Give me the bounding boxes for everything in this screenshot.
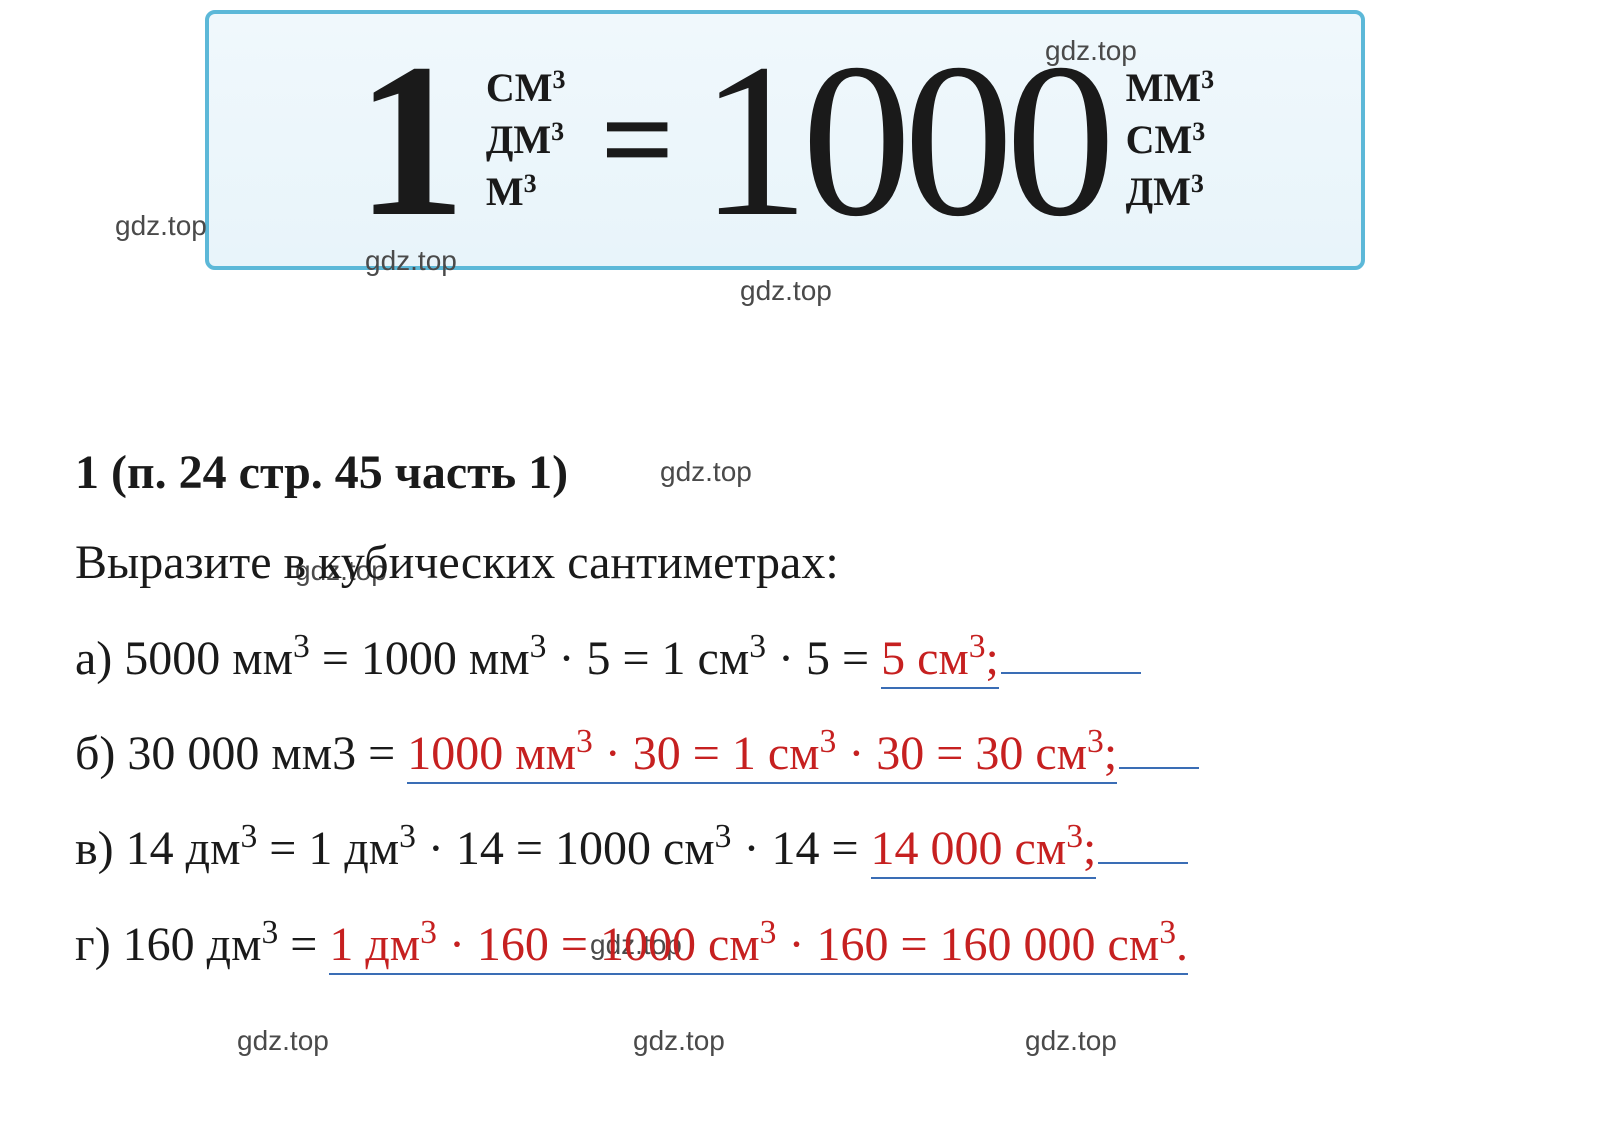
line-b-label: б) 30 000 мм3 = — [75, 727, 407, 780]
unit-dm3-left: ДМ3 — [486, 118, 566, 162]
line-b-answer: 1000 мм3 · 30 = 1 см3 · 30 = 30 см3; — [407, 727, 1117, 784]
watermark-9: gdz.top — [1025, 1025, 1117, 1057]
line-d-label: г) 160 дм3 = — [75, 918, 329, 971]
trailing-line-b — [1119, 767, 1199, 769]
problem-header-text: 1 (п. 24 стр. 45 часть 1) — [75, 446, 568, 499]
problem-line-b: б) 30 000 мм3 = 1000 мм3 · 30 = 1 см3 · … — [75, 720, 1525, 787]
trailing-line-c — [1098, 862, 1188, 864]
formula-equals: = — [601, 65, 675, 215]
line-c-label: в) 14 дм3 = 1 дм3 · 14 = 1000 см3 · 14 = — [75, 822, 871, 875]
problem-line-a: а) 5000 мм3 = 1000 мм3 · 5 = 1 см3 · 5 =… — [75, 625, 1525, 692]
left-units-stack: СМ3 ДМ3 М3 — [486, 66, 566, 214]
unit-dm3-right: ДМ3 — [1126, 170, 1215, 214]
formula-one: 1 — [356, 30, 466, 250]
trailing-line-a — [1001, 672, 1141, 674]
watermark-7: gdz.top — [237, 1025, 329, 1057]
line-c-answer: 14 000 см3; — [871, 822, 1097, 879]
watermark-2: gdz.top — [365, 245, 457, 277]
formula-box: 1 СМ3 ДМ3 М3 = 1000 ММ3 СМ3 ДМ3 — [205, 10, 1365, 270]
watermark-0: gdz.top — [1045, 35, 1137, 67]
watermark-1: gdz.top — [115, 210, 207, 242]
watermark-3: gdz.top — [740, 275, 832, 307]
problem-header: 1 (п. 24 стр. 45 часть 1) — [75, 445, 1525, 500]
line-a-label: а) 5000 мм3 = 1000 мм3 · 5 = 1 см3 · 5 = — [75, 632, 881, 685]
watermark-8: gdz.top — [633, 1025, 725, 1057]
line-a-answer: 5 см3; — [881, 632, 999, 689]
unit-cm3-right: СМ3 — [1126, 118, 1215, 162]
unit-m3-left: М3 — [486, 170, 566, 214]
problem-line-c: в) 14 дм3 = 1 дм3 · 14 = 1000 см3 · 14 =… — [75, 815, 1525, 882]
unit-mm3-right: ММ3 — [1126, 66, 1215, 110]
line-d-answer: 1 дм3 · 160 = 1000 см3 · 160 = 160 000 с… — [329, 918, 1188, 975]
problem-section: 1 (п. 24 стр. 45 часть 1) Выразите в куб… — [75, 445, 1525, 1006]
problem-line-d: г) 160 дм3 = 1 дм3 · 160 = 1000 см3 · 16… — [75, 911, 1525, 978]
right-units-stack: ММ3 СМ3 ДМ3 — [1126, 66, 1215, 214]
problem-instruction: Выразите в кубических сантиметрах: — [75, 535, 1525, 590]
unit-cm3-left: СМ3 — [486, 66, 566, 110]
